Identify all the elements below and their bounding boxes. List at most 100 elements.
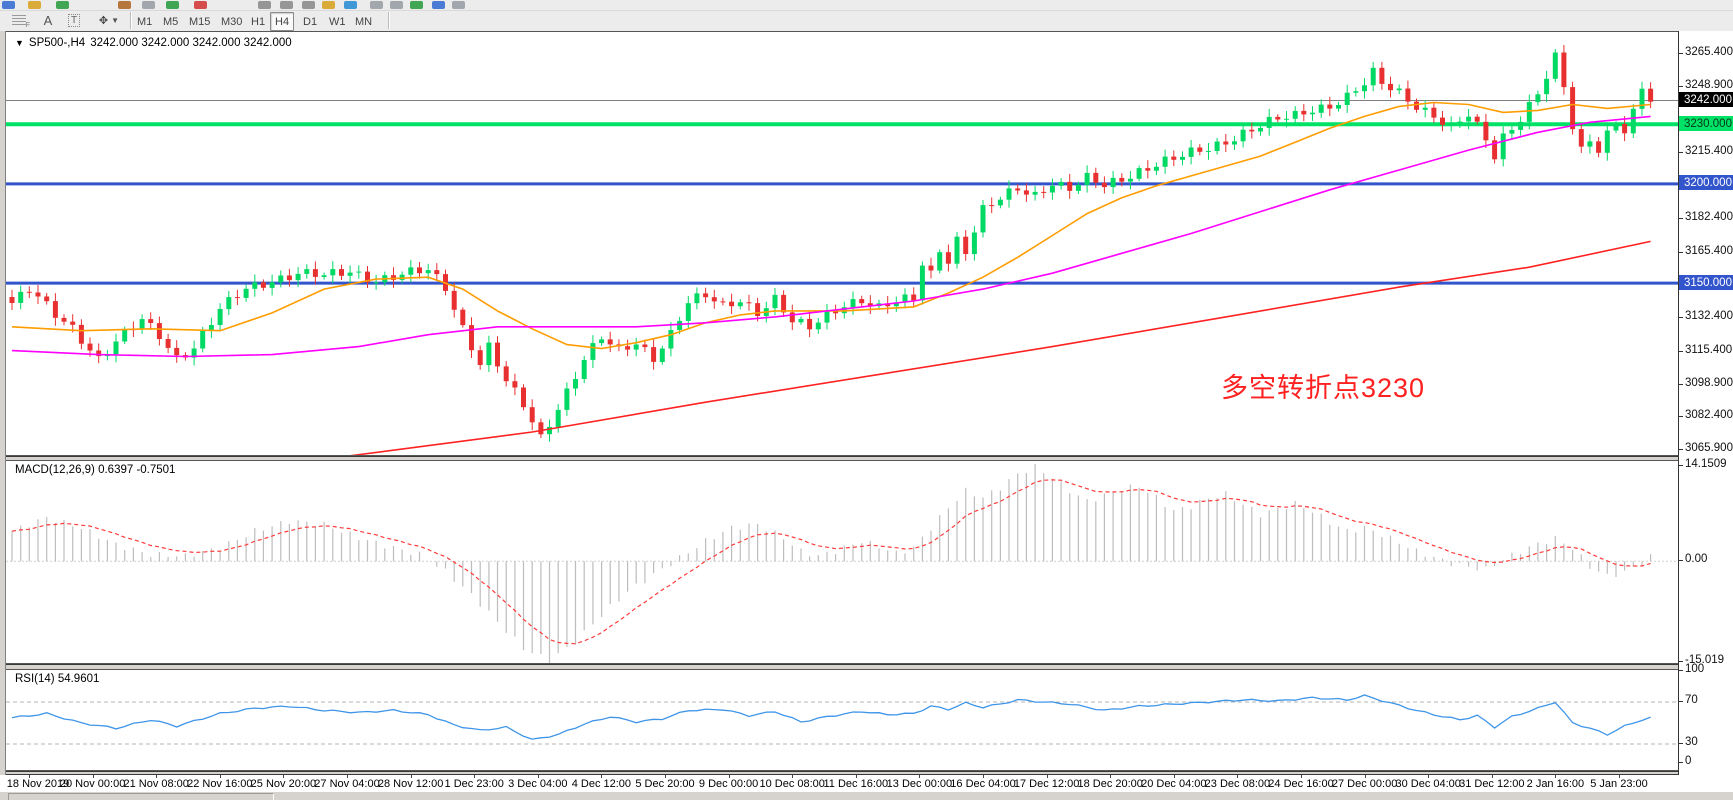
shift-icon[interactable] — [410, 1, 423, 9]
chevron-down-icon[interactable]: ▼ — [15, 38, 24, 48]
candle-chart-icon[interactable] — [280, 1, 293, 9]
quote-values: 3242.000 3242.000 3242.000 3242.000 — [90, 37, 292, 49]
time-tick-mark — [347, 775, 348, 778]
time-label: 1 Dec 23:00 — [444, 778, 504, 790]
ma-mid-line — [11, 115, 1651, 358]
text-tool-icon[interactable]: A — [43, 13, 53, 28]
text-label-tool-icon[interactable]: T — [62, 12, 86, 29]
time-tick-mark — [29, 775, 30, 778]
line-chart-icon[interactable] — [302, 1, 315, 9]
price-level-badge: 3242.000 — [1679, 92, 1733, 107]
price-tick-label: 3215.400 — [1685, 145, 1733, 157]
attach-icon[interactable] — [118, 1, 131, 9]
axis-tick-mark — [1679, 384, 1683, 385]
time-label: 20 Dec 04:00 — [1141, 778, 1207, 790]
status-bar — [0, 792, 1733, 800]
chart-window-icon[interactable] — [56, 1, 69, 9]
print-icon[interactable] — [142, 1, 155, 9]
symbol-label: SP500-,H4 — [28, 37, 86, 49]
rsi-tick-label: 100 — [1685, 663, 1705, 675]
time-axis[interactable]: 18 Nov 2019 20 Nov 00:00 21 Nov 08:00 22 No… — [0, 775, 1733, 792]
time-label: 5 Jan 23:00 — [1590, 778, 1648, 790]
timeframe-button-m5[interactable]: M5 — [163, 15, 179, 28]
price-axis[interactable]: 3265.400 3248.900 3215.400 3182.400 3165.400… — [1679, 31, 1733, 775]
axis-tick-mark — [1679, 317, 1683, 318]
axis-tick-mark — [1679, 762, 1683, 763]
chevron-down-icon[interactable]: ▼ — [111, 16, 120, 25]
axis-tick-mark — [1679, 560, 1683, 561]
price-tick-label: 3082.400 — [1685, 409, 1733, 421]
time-tick-mark — [1555, 775, 1557, 778]
macd-tick-label: -15.019 — [1685, 654, 1725, 666]
price-tick-label: 3065.900 — [1685, 442, 1733, 454]
rsi-panel[interactable]: RSI(14) 54.9601 — [5, 669, 1679, 771]
price-tick-label: 3098.900 — [1685, 377, 1733, 389]
time-tick-mark — [601, 775, 603, 778]
rsi-canvas[interactable] — [6, 670, 1678, 770]
templates-icon[interactable] — [370, 1, 383, 9]
time-tick-mark — [1301, 775, 1302, 778]
sell-icon[interactable] — [194, 1, 207, 9]
time-tick-mark — [1237, 775, 1239, 778]
indicators-icon[interactable] — [344, 1, 357, 9]
arrows-tool-icon[interactable]: ✥ ▼ — [98, 15, 120, 27]
time-label: 2 Jan 16:00 — [1526, 778, 1585, 790]
macd-tick-label: 14.1509 — [1685, 458, 1727, 470]
axis-tick-mark — [1679, 670, 1683, 671]
price-tick-label: 3165.400 — [1685, 245, 1733, 257]
zoom-in-icon[interactable] — [322, 1, 335, 9]
price-tick-label: 3115.400 — [1685, 344, 1733, 356]
new-order-icon[interactable] — [2, 1, 15, 9]
time-tick-mark — [156, 775, 158, 778]
axis-tick-mark — [1679, 53, 1683, 54]
timeframe-button-m1[interactable]: M1 — [137, 15, 153, 28]
time-label: 24 Dec 16:00 — [1268, 778, 1334, 790]
time-label: 17 Dec 12:00 — [1013, 778, 1080, 790]
timeframe-button-w1[interactable]: W1 — [329, 15, 346, 28]
time-tick-mark — [1619, 775, 1620, 778]
rsi-tick-label: 70 — [1685, 694, 1698, 706]
price-level-badge: 3230.000 — [1679, 116, 1733, 131]
time-tick-mark — [1110, 775, 1112, 778]
time-label: 28 Nov 12:00 — [377, 778, 444, 790]
time-tick-mark — [537, 775, 539, 778]
axis-tick-mark — [1679, 743, 1683, 744]
rsi-tick-label: 30 — [1685, 736, 1698, 748]
price-chart-panel[interactable]: ▼ SP500-,H4 3242.000 3242.000 3242.000 3… — [5, 31, 1679, 456]
time-label: 31 Dec 12:00 — [1459, 778, 1525, 790]
autoscroll-icon[interactable] — [390, 1, 403, 9]
axis-tick-mark — [1679, 701, 1683, 702]
time-tick-mark — [410, 775, 412, 778]
candlestick-chart-canvas[interactable] — [6, 32, 1678, 455]
time-label: 18 Nov 2019 — [6, 778, 70, 790]
time-label: 27 Dec 00:00 — [1331, 778, 1398, 790]
time-tick-mark — [983, 775, 984, 778]
axis-tick-mark — [1679, 252, 1683, 253]
macd-canvas[interactable] — [6, 461, 1678, 663]
time-tick-mark — [1046, 775, 1048, 778]
price-level-badge: 3150.000 — [1679, 275, 1733, 290]
zoom-icon[interactable] — [28, 1, 41, 9]
timeframe-button-mn[interactable]: MN — [355, 15, 373, 28]
axis-tick-mark — [1679, 465, 1683, 466]
time-label: 16 Dec 04:00 — [950, 778, 1016, 790]
time-label: 23 Dec 08:00 — [1204, 778, 1271, 790]
timeframe-button-m30[interactable]: M30 — [221, 15, 243, 28]
top-toolbar-clipped — [0, 0, 1733, 11]
timeframe-button-d1[interactable]: D1 — [303, 15, 318, 28]
time-label: 25 Nov 20:00 — [250, 778, 317, 790]
timeframe-button-h1[interactable]: H1 — [251, 15, 266, 28]
timeframe-button-m15[interactable]: M15 — [189, 15, 211, 28]
macd-panel[interactable]: MACD(12,26,9) 0.6397 -0.7501 — [5, 460, 1679, 664]
price-level-badge: 3200.000 — [1679, 175, 1733, 190]
timeframe-button-h4[interactable]: H4 — [270, 12, 295, 31]
expert-icon[interactable] — [432, 1, 445, 9]
buy-icon[interactable] — [166, 1, 179, 9]
macd-tick-label: 0.00 — [1685, 553, 1708, 565]
time-label: 5 Dec 20:00 — [635, 778, 695, 790]
bar-chart-icon[interactable] — [258, 1, 271, 9]
toolbar-separator — [130, 12, 132, 29]
window-icon[interactable] — [452, 1, 465, 9]
fibonacci-tool-icon[interactable]: F — [6, 12, 32, 29]
